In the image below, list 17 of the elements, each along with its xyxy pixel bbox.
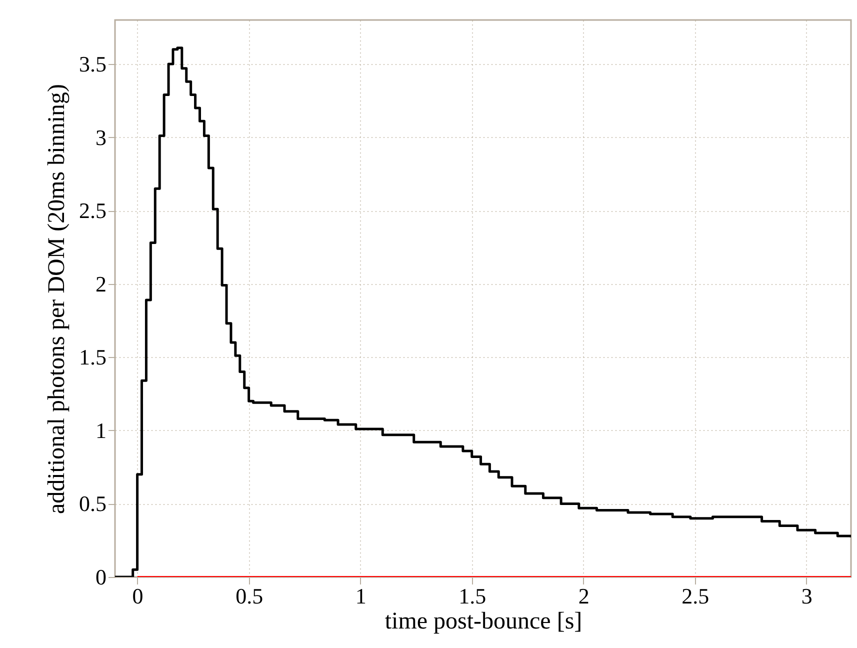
x-tick-label: 1.5 (458, 584, 486, 608)
y-tick-label: 3 (96, 124, 106, 150)
y-tick-label: 3.5 (79, 51, 106, 76)
y-tick-label: 0 (96, 564, 106, 590)
x-tick-label: 3 (801, 584, 812, 608)
x-tick-label: 2.5 (682, 584, 710, 608)
x-tick-label: 1 (355, 584, 366, 608)
y-tick-label: 2.5 (79, 198, 106, 224)
y-tick-label: 2 (96, 271, 106, 296)
y-tick-label: 1.5 (79, 344, 106, 370)
y-axis-title: additional photons per DOM (20ms binning) (44, 84, 70, 514)
y-tick-label: 0.5 (79, 491, 106, 516)
x-tick-label: 2 (578, 584, 590, 608)
x-tick-label: 0.5 (236, 584, 264, 608)
y-tick-label: 1 (96, 418, 106, 443)
x-tick-label: 0 (132, 584, 144, 608)
x-axis-title: time post-bounce [s] (384, 608, 582, 634)
